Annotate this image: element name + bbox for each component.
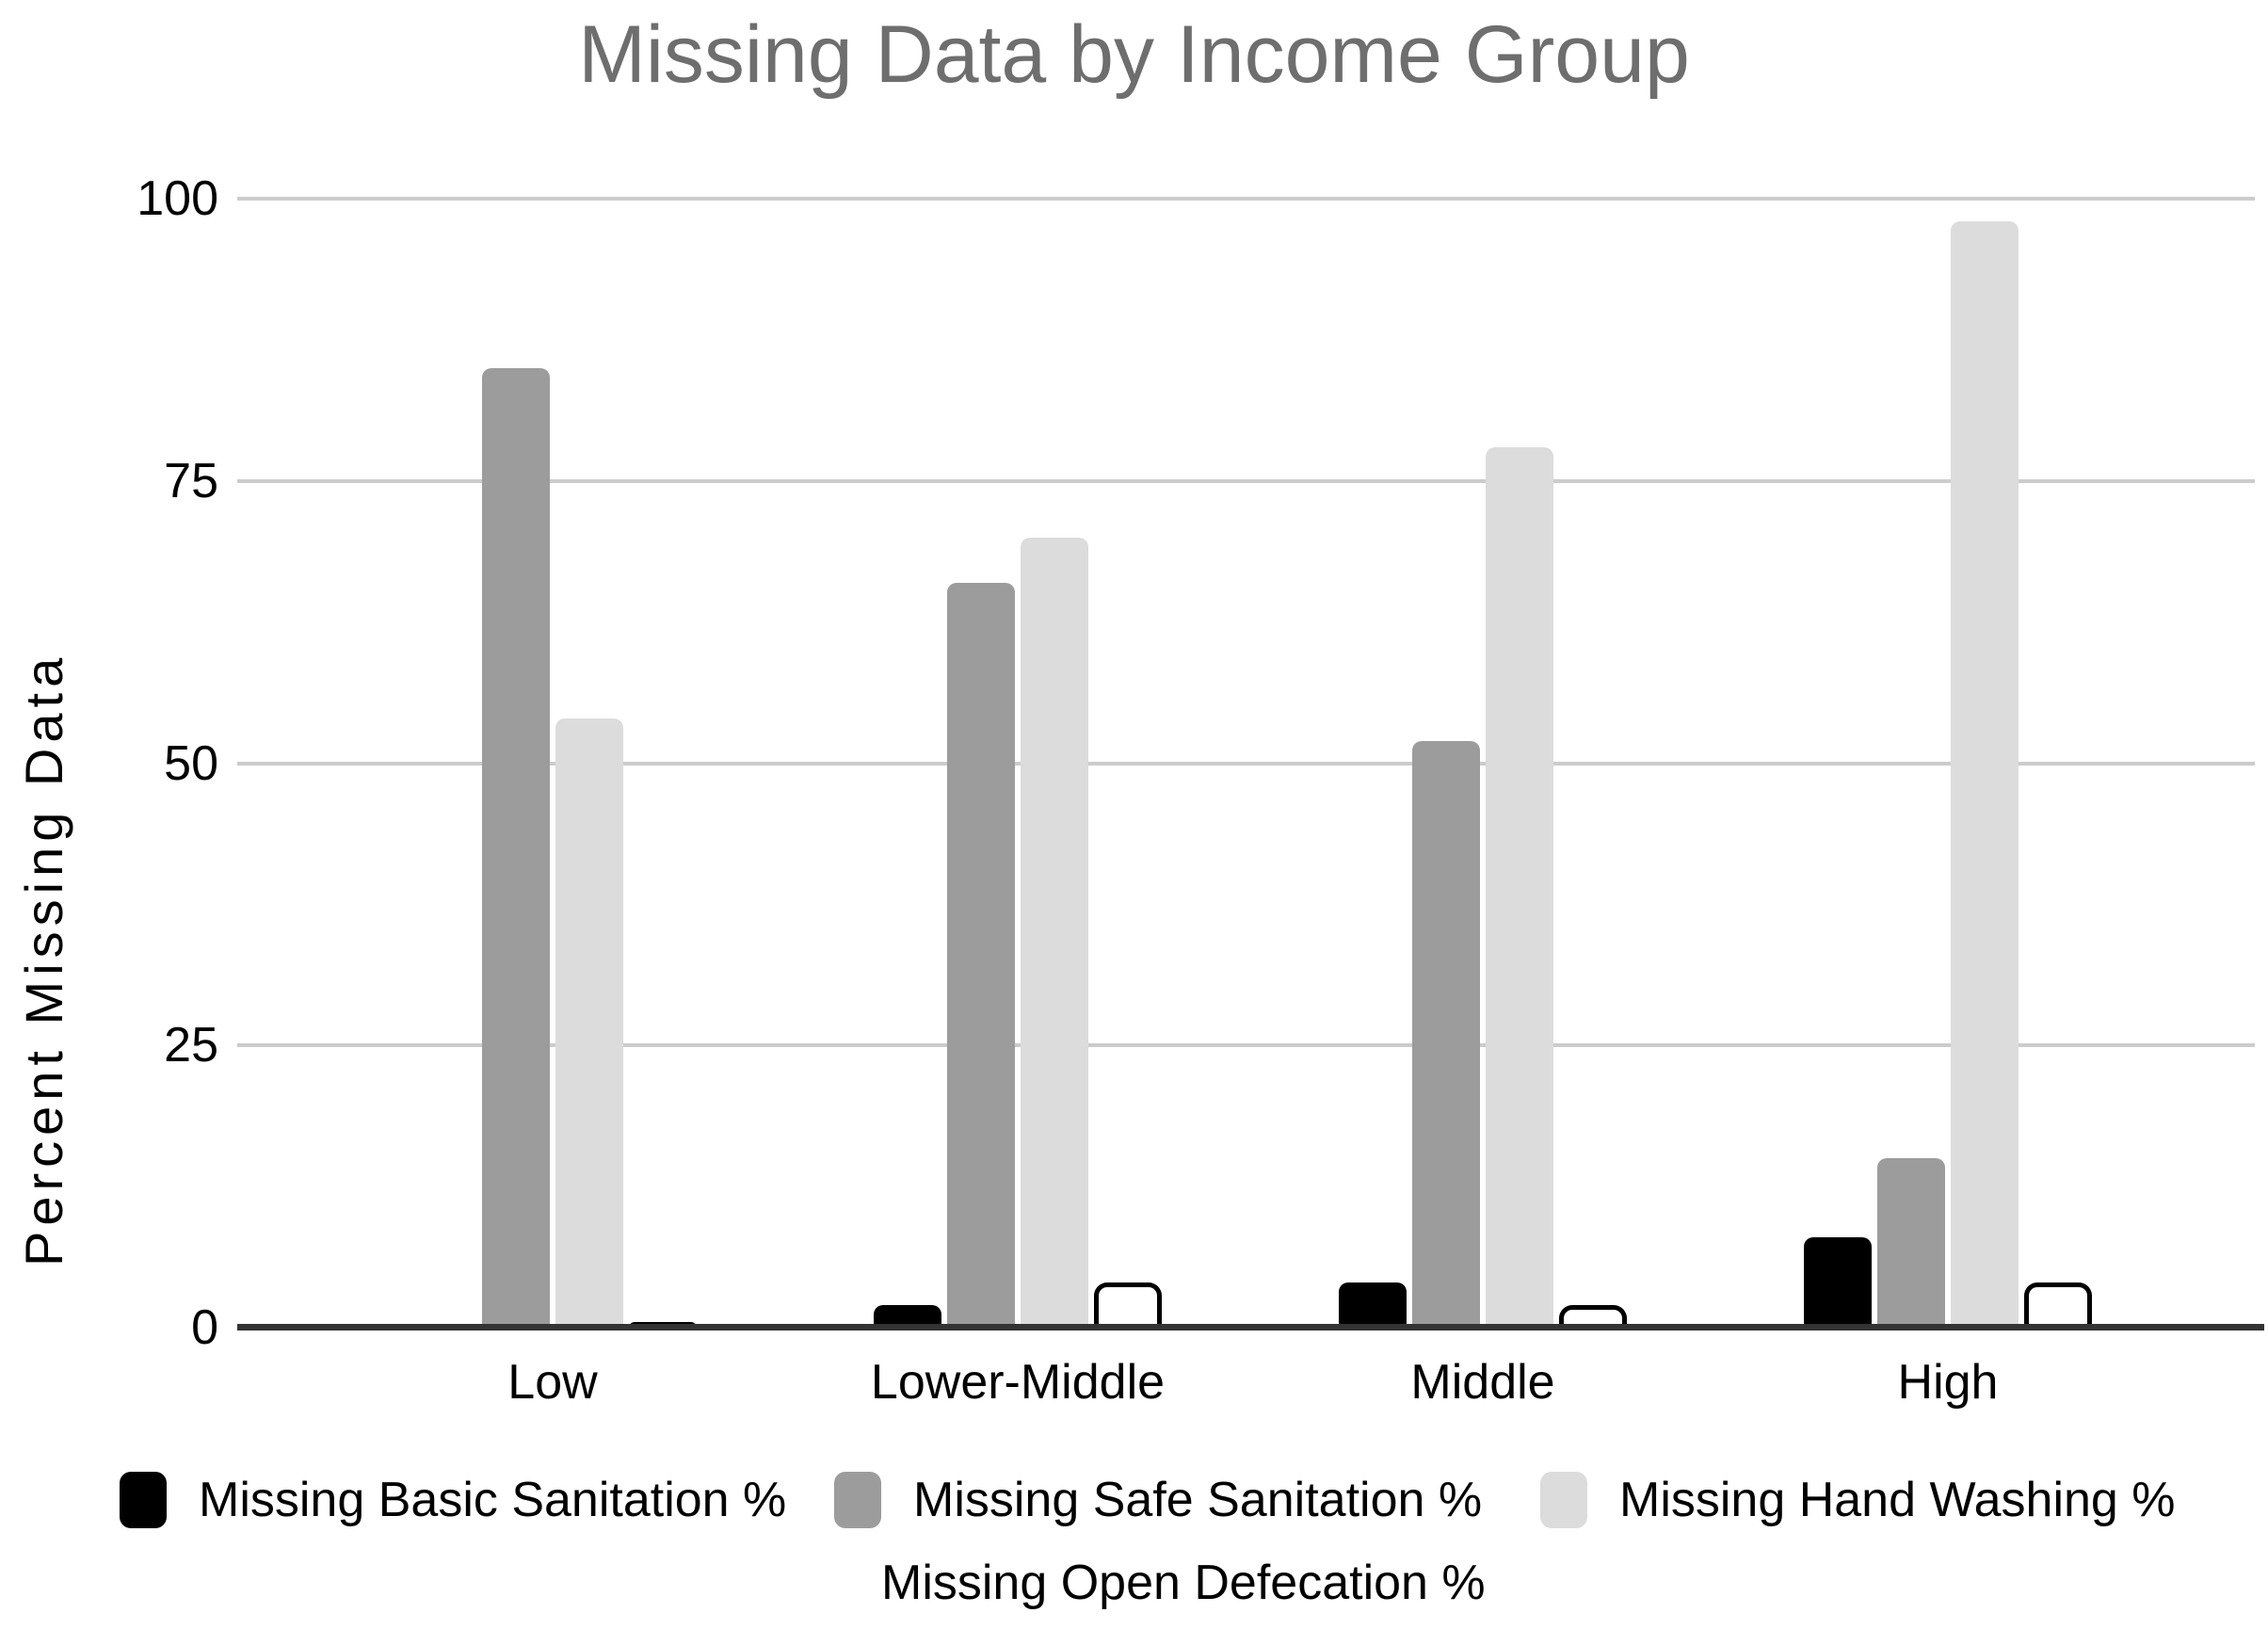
x-category-label-high: High (1897, 1355, 1999, 1410)
bar-missing-safe-sanitation-high (1877, 1158, 1945, 1328)
gridline-50 (237, 761, 2255, 766)
gridline-100 (237, 197, 2255, 201)
x-category-label-lower-middle: Lower-Middle (870, 1355, 1166, 1410)
y-tick-label-100: 100 (137, 171, 218, 226)
bar-missing-open-defecation-high (2024, 1282, 2092, 1328)
chart-title: Missing Data by Income Group (578, 9, 1690, 100)
bar-missing-safe-sanitation-low (482, 368, 550, 1328)
x-category-label-low: Low (507, 1355, 598, 1410)
y-tick-label-0: 0 (191, 1300, 218, 1355)
legend-swatch-missing-safe-sanitation (834, 1472, 881, 1528)
x-category-label-middle: Middle (1410, 1355, 1555, 1410)
bar-missing-hand-washing-low (555, 718, 623, 1328)
bar-missing-safe-sanitation-lower-middle (947, 583, 1015, 1328)
legend-item-missing-hand-washing: Missing Hand Washing % (1540, 1470, 2176, 1530)
legend-label-missing-open-defecation: Missing Open Defecation % (881, 1556, 1486, 1610)
legend-item-missing-safe-sanitation: Missing Safe Sanitation % (834, 1470, 1482, 1530)
bar-missing-open-defecation-lower-middle (1094, 1282, 1162, 1328)
legend-swatch-missing-basic-sanitation (120, 1472, 167, 1528)
bar-missing-hand-washing-high (1951, 221, 2019, 1328)
bar-missing-safe-sanitation-middle (1412, 741, 1480, 1328)
legend-swatch-missing-hand-washing (1540, 1472, 1587, 1528)
bar-missing-hand-washing-middle (1486, 447, 1553, 1328)
bar-missing-hand-washing-lower-middle (1021, 538, 1088, 1328)
y-tick-label-50: 50 (164, 735, 218, 791)
gridline-75 (237, 478, 2255, 483)
gridline-25 (237, 1043, 2255, 1048)
legend-item-missing-basic-sanitation: Missing Basic Sanitation % (120, 1470, 786, 1530)
legend-item-missing-open-defecation: Missing Open Defecation % (802, 1553, 1486, 1613)
y-tick-label-25: 25 (164, 1018, 218, 1073)
x-axis-line (237, 1324, 2264, 1331)
y-tick-label-75: 75 (164, 453, 218, 508)
legend-swatch-missing-open-defecation (802, 1555, 849, 1611)
bar-missing-basic-sanitation-middle (1339, 1282, 1407, 1328)
legend-label-missing-hand-washing: Missing Hand Washing % (1619, 1473, 2176, 1527)
legend-label-missing-safe-sanitation: Missing Safe Sanitation % (913, 1473, 1483, 1527)
bar-missing-basic-sanitation-high (1804, 1237, 1872, 1328)
legend-label-missing-basic-sanitation: Missing Basic Sanitation % (199, 1473, 787, 1527)
